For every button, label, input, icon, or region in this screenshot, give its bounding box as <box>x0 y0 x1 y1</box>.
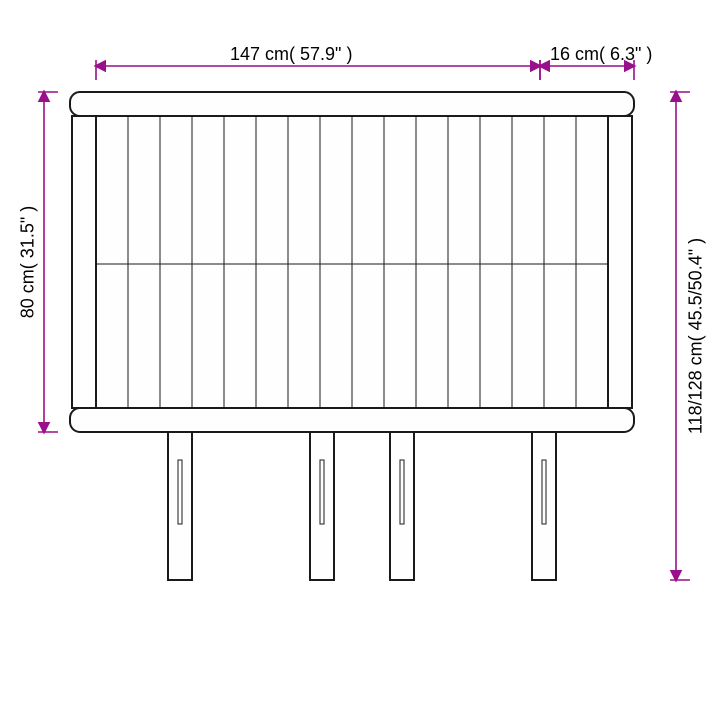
dim-width-main-label: 147 cm( 57.9" ) <box>230 44 352 65</box>
diagram-stage: 147 cm( 57.9" ) 16 cm( 6.3" ) 80 cm( 31.… <box>0 0 720 720</box>
dim-height-left-label: 80 cm( 31.5" ) <box>18 206 39 318</box>
dim-width-wing-label: 16 cm( 6.3" ) <box>550 44 652 65</box>
headboard-drawing <box>0 0 720 720</box>
dim-height-right-label: 118/128 cm( 45.5/50.4" ) <box>686 238 707 434</box>
